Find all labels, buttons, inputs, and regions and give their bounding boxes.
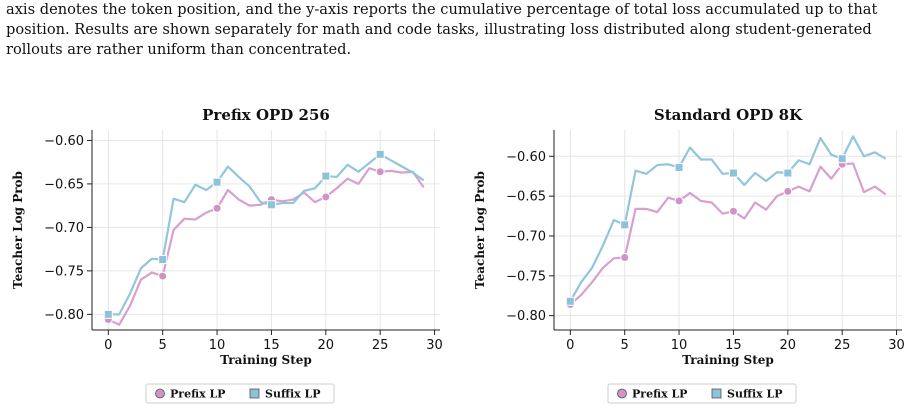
data-point-suffix-lp bbox=[321, 171, 331, 181]
caption-line-1: axis denotes the token position, and the… bbox=[6, 1, 878, 18]
x-axis-label: Training Step bbox=[220, 353, 312, 367]
x-tick-label: 5 bbox=[621, 338, 629, 353]
data-point-suffix-lp bbox=[728, 168, 738, 178]
series-line-prefix-lp bbox=[569, 162, 887, 306]
data-point-prefix-lp bbox=[158, 271, 168, 281]
data-point-prefix-lp bbox=[212, 203, 222, 213]
y-tick-label: −0.65 bbox=[44, 177, 84, 192]
y-axis-label: Teacher Log Prob bbox=[11, 171, 25, 289]
y-tick-label: −0.60 bbox=[44, 134, 84, 149]
legend-box bbox=[607, 383, 797, 404]
data-point-suffix-lp bbox=[212, 177, 222, 187]
chart-standard-opd: Standard OPD 8K −0.80 −0.75 −0.70 −0.65 −0.60… bbox=[473, 106, 905, 404]
data-point-prefix-lp bbox=[620, 252, 630, 262]
data-point-suffix-lp bbox=[375, 149, 385, 159]
x-tick-label: 20 bbox=[318, 338, 335, 353]
data-point-suffix-lp bbox=[158, 255, 168, 265]
data-point-prefix-lp bbox=[728, 206, 738, 216]
x-tick-label: 15 bbox=[263, 338, 280, 353]
data-point-suffix-lp bbox=[674, 162, 684, 172]
chart-title: Standard OPD 8K bbox=[654, 106, 803, 124]
x-tick-label: 0 bbox=[566, 338, 574, 353]
x-tick-label: 25 bbox=[372, 338, 389, 353]
legend-marker-prefix-lp bbox=[155, 388, 165, 399]
chart-title: Prefix OPD 256 bbox=[202, 106, 330, 124]
series-line-prefix-lp bbox=[107, 167, 425, 326]
x-tick-label: 0 bbox=[104, 338, 112, 353]
y-tick-label: −0.80 bbox=[44, 308, 84, 323]
data-point-suffix-lp bbox=[837, 154, 847, 164]
x-tick-label: 30 bbox=[888, 338, 905, 353]
x-tick-label: 5 bbox=[159, 338, 167, 353]
legend-marker-suffix-lp bbox=[711, 388, 722, 399]
data-point-prefix-lp bbox=[375, 167, 385, 177]
legend-label-suffix-lp: Suffix LP bbox=[265, 388, 321, 401]
legend: Prefix LP Suffix LP bbox=[607, 383, 797, 404]
legend-marker-suffix-lp bbox=[249, 388, 260, 399]
legend-label-prefix-lp: Prefix LP bbox=[632, 388, 687, 401]
series-line-suffix-lp bbox=[108, 153, 425, 316]
legend-box bbox=[145, 383, 335, 404]
x-axis-label: Training Step bbox=[682, 353, 774, 367]
x-tick-label: 25 bbox=[834, 338, 851, 353]
y-tick-label: −0.75 bbox=[506, 269, 546, 284]
legend-marker-prefix-lp bbox=[617, 388, 627, 399]
data-point-suffix-lp bbox=[565, 296, 575, 306]
y-tick-label: −0.60 bbox=[506, 150, 546, 165]
x-tick-label: 15 bbox=[725, 338, 742, 353]
data-point-suffix-lp bbox=[103, 309, 113, 319]
x-tick-label: 20 bbox=[780, 338, 797, 353]
figure-caption: axis denotes the token position, and the… bbox=[6, 0, 916, 60]
data-point-prefix-lp bbox=[321, 192, 331, 202]
caption-line-2: position. Results are shown separately f… bbox=[6, 21, 872, 38]
y-tick-label: −0.80 bbox=[506, 309, 546, 324]
x-tick-label: 10 bbox=[209, 338, 226, 353]
y-axis-label: Teacher Log Prob bbox=[473, 171, 487, 289]
x-tick-label: 10 bbox=[671, 338, 688, 353]
data-point-suffix-lp bbox=[783, 168, 793, 178]
data-point-prefix-lp bbox=[783, 186, 793, 196]
y-tick-label: −0.65 bbox=[506, 190, 546, 205]
caption-line-3: rollouts are rather uniform than concent… bbox=[6, 41, 352, 58]
legend: Prefix LP Suffix LP bbox=[145, 383, 335, 404]
chart-prefix-opd: Prefix OPD 256 −0.80 −0.75 −0.70 −0.65 −0.60 0… bbox=[11, 106, 443, 404]
y-tick-label: −0.70 bbox=[44, 221, 84, 236]
legend-label-prefix-lp: Prefix LP bbox=[170, 388, 225, 401]
data-point-prefix-lp bbox=[674, 196, 684, 206]
y-tick-label: −0.75 bbox=[44, 264, 84, 279]
data-point-suffix-lp bbox=[266, 200, 276, 210]
data-point-suffix-lp bbox=[620, 220, 630, 230]
legend-label-suffix-lp: Suffix LP bbox=[727, 388, 783, 401]
y-tick-label: −0.70 bbox=[506, 229, 546, 244]
x-tick-label: 30 bbox=[426, 338, 443, 353]
